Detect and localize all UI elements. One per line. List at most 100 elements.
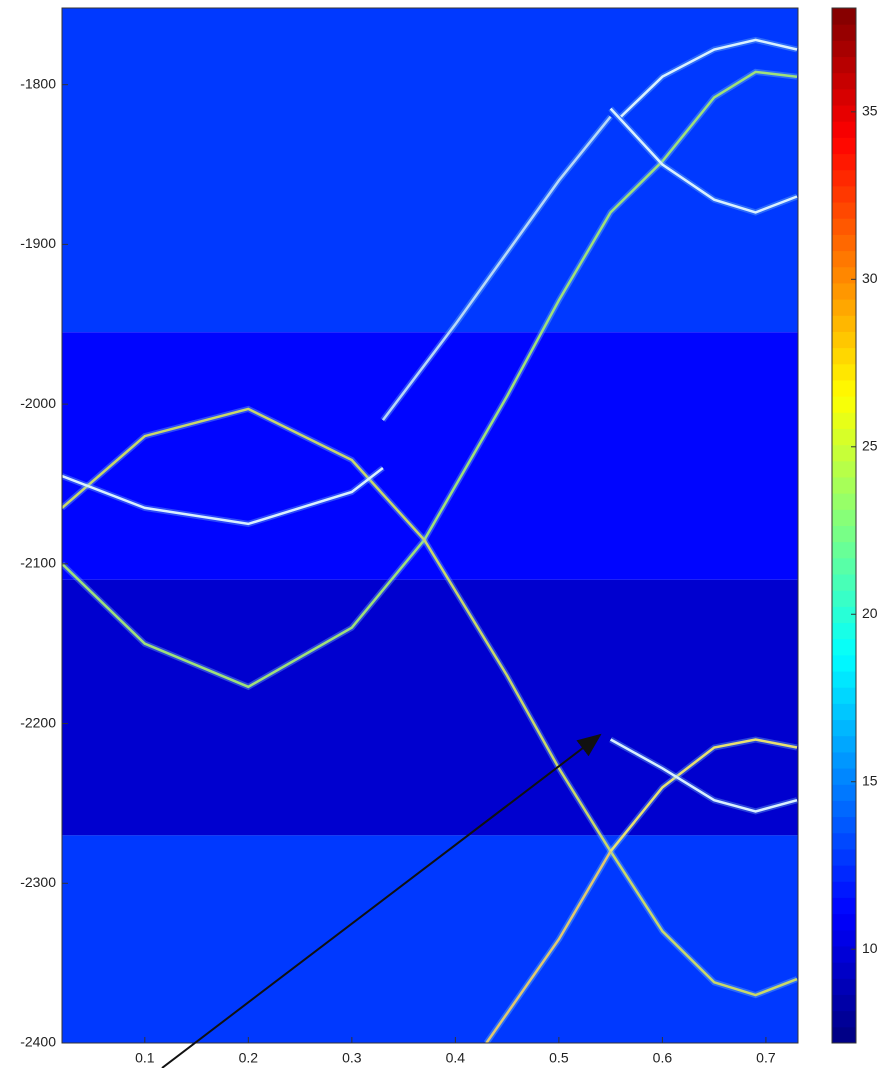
colorbar-step [832,590,856,607]
x-tick-label: 0.4 [446,1050,466,1066]
colorbar-step [832,460,856,478]
colorbar-step [832,331,856,349]
x-tick-label: 0.6 [653,1050,673,1066]
y-tick-label: -2300 [20,874,56,890]
colorbar-step [832,137,856,155]
trace [381,115,612,421]
heat-band [62,332,798,580]
colorbar-step [832,719,856,737]
colorbar-tick-label: 20 [862,605,878,621]
colorbar-step [832,768,856,785]
colorbar-step [832,444,856,462]
trace [609,738,798,813]
x-tick-label: 0.2 [239,1050,259,1066]
colorbar-tick-label: 25 [862,437,878,453]
colorbar-step [832,735,856,753]
annotation-arrow [161,733,602,1068]
colorbar-step [832,832,856,850]
colorbar-step [832,8,856,25]
colorbar-step [832,654,856,672]
colorbar-tick-label: 10 [862,940,878,956]
colorbar-step [832,865,856,882]
colorbar-step [832,929,856,947]
colorbar-step [832,347,856,365]
colorbar-step [832,557,856,575]
trace [62,70,798,689]
colorbar-step [832,962,856,979]
colorbar-step [832,266,856,284]
trace [62,407,798,997]
colorbar-step [832,218,856,235]
trace [485,850,612,1043]
colorbar-step [832,24,856,41]
colorbar-step [832,72,856,90]
heat-band [62,835,798,1043]
colorbar-step [832,784,856,801]
colorbar-tick-label: 30 [862,270,878,286]
colorbar-step [832,121,856,138]
trace [609,738,798,853]
trace [62,467,384,526]
colorbar-step [832,1010,856,1028]
colorbar-step [832,379,856,397]
y-tick-label: -1800 [20,75,56,91]
heat-band [62,8,798,333]
y-tick-label: -2100 [20,555,56,571]
x-tick-label: 0.5 [549,1050,569,1066]
colorbar-step [832,202,856,219]
x-tick-label: 0.7 [756,1050,776,1066]
colorbar-step [832,848,856,866]
colorbar-step [832,800,856,818]
colorbar-step [832,493,856,510]
y-tick-label: -2400 [20,1034,56,1050]
colorbar-step [832,282,856,300]
colorbar-step [832,509,856,526]
colorbar-step [832,412,856,429]
colorbar-step [832,638,856,656]
colorbar-step [832,234,856,252]
colorbar-step [832,299,856,316]
colorbar-step [832,169,856,187]
y-tick-label: -2200 [20,714,56,730]
y-tick-label: -1900 [20,235,56,251]
colorbar-step [832,703,856,721]
colorbar-step [832,897,856,915]
colorbar-step [832,751,856,769]
x-tick-label: 0.3 [342,1050,362,1066]
colorbar: 10 15 20 25 30 35 [831,7,878,1044]
colorbar-step [832,56,856,74]
colorbar-step [832,428,856,446]
colorbar-step [832,185,856,203]
colorbar-step [832,250,856,268]
colorbar-step [832,396,856,413]
colorbar-tick-label: 35 [862,103,878,119]
colorbar-tick-label: 15 [862,772,878,788]
colorbar-step [832,606,856,624]
plot-area [62,8,798,1043]
colorbar-step [832,153,856,171]
x-tick-label: 0.1 [135,1050,155,1066]
colorbar-step [832,574,856,591]
colorbar-frame [831,7,857,1044]
colorbar-step [832,622,856,640]
colorbar-step [832,913,856,931]
colorbar-step [832,671,856,688]
colorbar-step [832,978,856,995]
colorbar-step [832,363,856,381]
y-tick-label: -2000 [20,395,56,411]
trace [609,107,798,214]
colorbar-step [832,816,856,834]
plot-frame [61,7,799,1044]
heat-band [62,579,798,836]
colorbar-step [832,1026,856,1044]
colorbar-step [832,525,856,543]
colorbar-step [832,881,856,898]
colorbar-step [832,945,856,963]
colorbar-step [832,687,856,704]
trace [620,38,798,118]
colorbar-step [832,315,856,332]
colorbar-step [832,105,856,122]
colorbar-step [832,994,856,1012]
colorbar-step [832,476,856,494]
